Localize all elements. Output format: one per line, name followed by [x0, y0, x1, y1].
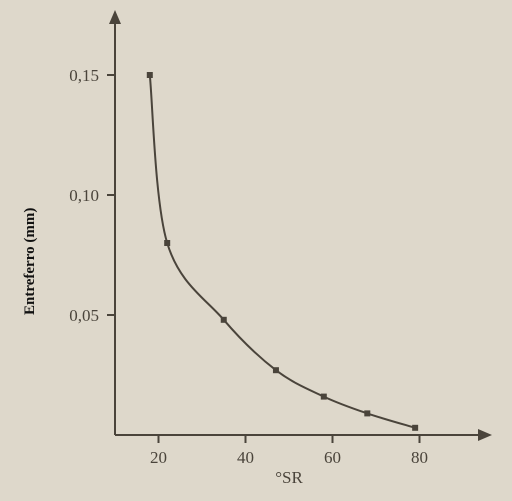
- y-tick-label: 0,15: [69, 66, 99, 85]
- x-tick-label: 40: [237, 448, 254, 467]
- x-tick-label: 80: [411, 448, 428, 467]
- data-marker: [364, 410, 370, 416]
- x-tick-label: 60: [324, 448, 341, 467]
- data-marker: [321, 394, 327, 400]
- chart-svg: 20 40 60 80 °SR 0,05 0,10 0,15: [0, 0, 512, 501]
- data-marker: [221, 317, 227, 323]
- chart-container: 20 40 60 80 °SR 0,05 0,10 0,15 Entreferro (mm): [0, 0, 512, 501]
- y-axis-label: Entreferro (mm): [22, 208, 39, 315]
- data-marker: [273, 367, 279, 373]
- y-tick-label: 0,10: [69, 186, 99, 205]
- x-axis-title: °SR: [275, 468, 303, 487]
- data-marker: [147, 72, 153, 78]
- x-tick-label: 20: [150, 448, 167, 467]
- data-marker: [164, 240, 170, 246]
- y-tick-label: 0,05: [69, 306, 99, 325]
- data-marker: [412, 425, 418, 431]
